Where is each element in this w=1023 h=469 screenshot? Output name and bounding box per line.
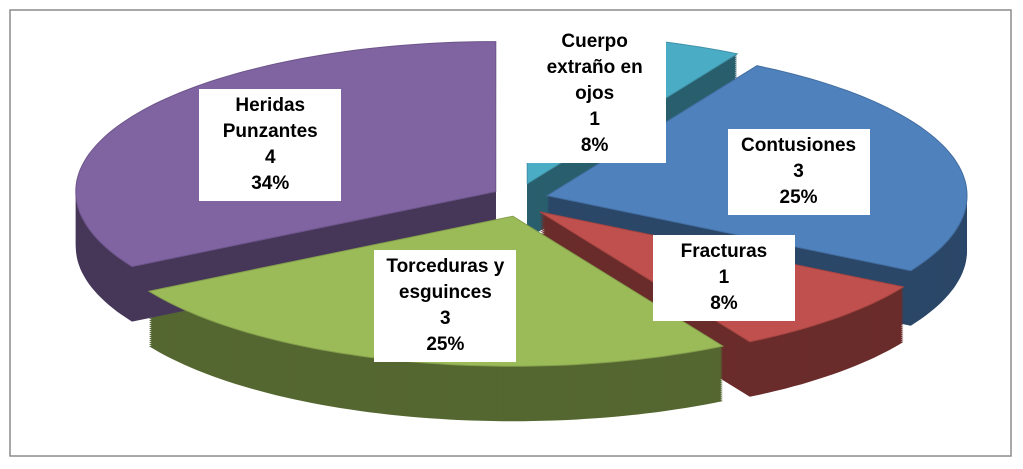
- label-value: 3: [793, 160, 804, 182]
- data-label: Contusiones 3 25%: [727, 128, 870, 215]
- data-label: Fracturas 1 8%: [652, 234, 795, 321]
- data-label: Heridas Punzantes 4 34%: [199, 89, 342, 202]
- label-value: 3: [440, 308, 451, 330]
- label-percent: 25%: [426, 334, 465, 356]
- data-label: Cuerpo extraño en ojos 1 8%: [523, 24, 666, 163]
- label-value: 4: [264, 147, 276, 169]
- label-category: Heridas Punzantes: [222, 95, 318, 143]
- label-percent: 8%: [710, 292, 738, 314]
- label-category: Fracturas: [680, 240, 768, 262]
- label-category: Torceduras y esguinces: [386, 256, 505, 304]
- label-value: 1: [589, 108, 600, 130]
- label-percent: 8%: [580, 134, 609, 156]
- label-category: Contusiones: [741, 134, 857, 156]
- label-percent: 34%: [251, 173, 290, 195]
- data-label: Torceduras y esguinces 3 25%: [374, 250, 517, 363]
- label-percent: 25%: [779, 186, 818, 208]
- label-category: Cuerpo extraño en ojos: [546, 30, 643, 104]
- label-value: 1: [718, 266, 730, 288]
